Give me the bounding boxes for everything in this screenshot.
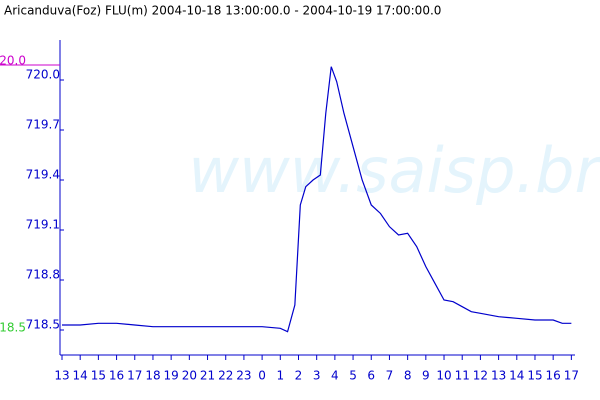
y-tick-label: 719.1 xyxy=(26,218,60,232)
x-tick-label: 13 xyxy=(491,369,506,383)
min-marker-label: 18.5 xyxy=(0,321,26,335)
x-tick-label: 10 xyxy=(436,369,451,383)
x-tick-label: 13 xyxy=(54,369,69,383)
x-tick-label: 17 xyxy=(127,369,142,383)
x-tick-label: 11 xyxy=(455,369,470,383)
x-tick-label: 18 xyxy=(145,369,160,383)
y-tick-label: 718.8 xyxy=(26,268,60,282)
chart-title: Aricanduva(Foz) FLU(m) 2004-10-18 13:00:… xyxy=(4,4,441,18)
series-line xyxy=(62,66,572,333)
x-tick-label: 22 xyxy=(218,369,233,383)
x-tick-label: 20 xyxy=(182,369,197,383)
x-tick-label: 14 xyxy=(73,369,88,383)
x-tick-label: 2 xyxy=(295,369,303,383)
y-tick-label: 718.5 xyxy=(26,318,60,332)
x-tick-label: 15 xyxy=(527,369,542,383)
x-tick-label: 6 xyxy=(367,369,375,383)
x-tick-label: 4 xyxy=(331,369,339,383)
x-tick-label: 1 xyxy=(276,369,284,383)
x-tick-label: 0 xyxy=(258,369,266,383)
y-tick-label: 719.7 xyxy=(26,118,60,132)
watermark: www.saisp.br xyxy=(188,134,600,207)
x-tick-label: 7 xyxy=(386,369,394,383)
y-tick-label: 720.0 xyxy=(26,68,60,82)
max-marker-label: 20.0 xyxy=(0,54,26,68)
x-tick-label: 16 xyxy=(546,369,561,383)
y-tick-label: 719.4 xyxy=(26,168,60,182)
x-tick-label: 23 xyxy=(236,369,251,383)
x-tick-label: 12 xyxy=(473,369,488,383)
x-tick-label: 3 xyxy=(313,369,321,383)
x-tick-label: 21 xyxy=(200,369,215,383)
x-tick-label: 17 xyxy=(564,369,579,383)
x-tick-label: 19 xyxy=(164,369,179,383)
x-tick-label: 15 xyxy=(91,369,106,383)
x-tick-label: 8 xyxy=(404,369,412,383)
x-tick-label: 16 xyxy=(109,369,124,383)
x-tick-label: 9 xyxy=(422,369,430,383)
x-tick-label: 14 xyxy=(509,369,524,383)
x-tick-label: 5 xyxy=(349,369,357,383)
